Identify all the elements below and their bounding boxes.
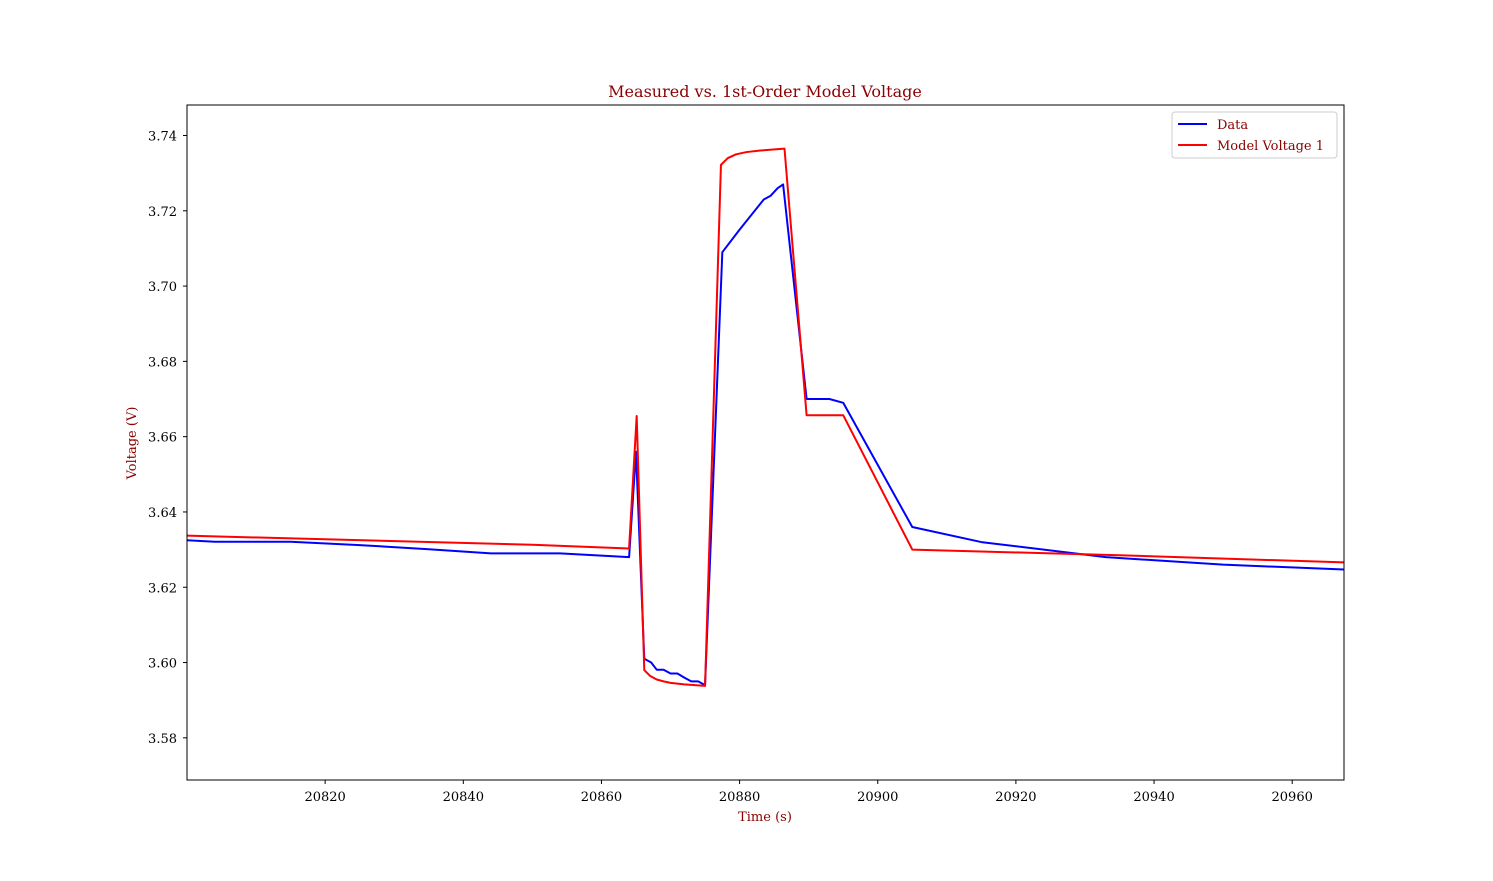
y-tick-label: 3.72 xyxy=(148,205,177,220)
y-tick-label: 3.60 xyxy=(148,657,177,672)
x-tick-label: 20860 xyxy=(581,790,622,805)
legend: Data Model Voltage 1 xyxy=(1171,111,1338,159)
x-tick-label: 20840 xyxy=(443,790,484,805)
y-tick-label: 3.58 xyxy=(148,732,177,747)
series-line-data xyxy=(187,183,1344,687)
x-tick-label: 20820 xyxy=(304,790,345,805)
x-tick-label: 20960 xyxy=(1272,790,1313,805)
y-tick-label: 3.62 xyxy=(148,581,177,596)
series-layer xyxy=(187,147,1344,687)
y-tick-label: 3.66 xyxy=(148,431,177,446)
x-tick-label: 20880 xyxy=(719,790,760,805)
plot-area: 20820 20840 20860 20880 20900 20920 20940 20960… xyxy=(148,104,1345,805)
y-tick-label: 3.68 xyxy=(148,355,177,370)
legend-box xyxy=(1171,111,1338,159)
y-tick-label: 3.70 xyxy=(148,280,177,295)
x-tick-label: 20900 xyxy=(857,790,898,805)
legend-entries: Data Model Voltage 1 xyxy=(1178,118,1324,154)
chart-title: Measured vs. 1st-Order Model Voltage xyxy=(608,82,922,101)
y-axis-label: Voltage (V) xyxy=(125,407,140,481)
legend-label: Data xyxy=(1217,118,1248,133)
x-tick-label: 20940 xyxy=(1133,790,1174,805)
series-line-model-voltage-1 xyxy=(187,147,1344,687)
legend-label: Model Voltage 1 xyxy=(1217,139,1324,154)
y-tick-label: 3.64 xyxy=(148,506,177,521)
x-tick-label: 20920 xyxy=(995,790,1036,805)
y-tick-label: 3.74 xyxy=(148,129,177,144)
y-axis-ticks: 3.58 3.60 3.62 3.64 3.66 3.68 3.70 3.72 3.74 xyxy=(148,129,187,747)
plot-frame xyxy=(186,104,1345,781)
x-axis-label: Time (s) xyxy=(738,810,792,825)
x-axis-ticks: 20820 20840 20860 20880 20900 20920 20940 20960 xyxy=(304,780,1313,805)
